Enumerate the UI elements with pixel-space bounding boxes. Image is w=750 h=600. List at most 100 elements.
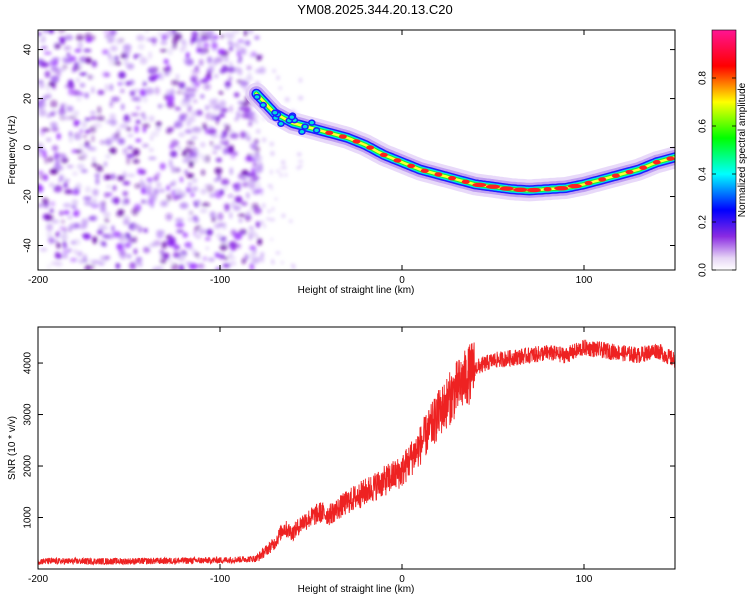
noise-speck [159,162,166,170]
noise-speck [88,74,92,80]
noise-speck [166,193,172,202]
noise-speck [252,162,259,167]
noise-speck [45,214,54,221]
noise-speck [174,218,184,222]
ridge-peak [448,175,457,181]
noise-speck [60,219,66,224]
noise-speck [188,182,192,187]
noise-speck [202,122,208,130]
colorbar-ticks: 0.0 0.2 0.4 0.6 0.8 [698,71,736,277]
noise-speck [232,42,240,47]
noise-speck [142,246,151,254]
noise-speck [253,207,262,215]
noise-speck [154,86,160,95]
noise-speck [121,81,125,85]
noise-speck [227,66,235,73]
noise-speck [251,172,256,177]
noise-speck [38,153,42,157]
noise-speck [225,86,230,91]
noise-speck [127,133,134,138]
noise-speck [256,54,262,61]
noise-speck [103,211,111,218]
noise-speck [232,183,238,188]
noise-speck [229,129,234,133]
noise-speck [38,145,43,153]
noise-speck [220,178,230,186]
noise-speck [205,30,215,36]
noise-speck [141,186,146,195]
ridge-peak [325,130,334,136]
noise-speck [256,182,261,190]
spectrogram-x-ticks: -200 -100 0 100 [28,30,593,286]
noise-speck [168,159,173,167]
noise-speck [70,240,76,245]
noise-speck [170,88,175,97]
noise-speck [148,51,152,60]
noise-speck [84,141,90,145]
noise-speck [153,174,159,182]
noise-speck-sparse [270,238,273,241]
noise-speck [52,57,60,61]
ridge-peak [639,165,648,170]
noise-speck [179,176,184,183]
noise-speck [178,115,187,122]
noise-speck-sparse [269,141,274,147]
noise-speck [161,241,167,249]
noise-speck [108,60,116,66]
noise-speck [89,215,98,222]
noise-speck [176,167,180,172]
noise-speck [80,149,86,155]
spectrogram-y-label: Frequency (Hz) [7,116,18,185]
noise-speck-sparse [299,164,303,168]
noise-speck [148,75,156,82]
noise-speck [123,116,132,124]
noise-speck-sparse [262,137,267,143]
noise-speck [83,200,93,206]
noise-speck [167,48,173,56]
noise-speck [238,218,243,223]
noise-speck [127,253,132,259]
ridge-fragment [301,123,309,130]
ridge-fragment [259,101,267,109]
noise-speck [196,199,201,206]
noise-speck [40,46,48,50]
noise-speck [84,185,91,194]
noise-speck [71,67,76,73]
noise-speck [229,212,233,219]
noise-speck-sparse [269,218,275,222]
noise-speck [172,252,181,259]
noise-speck [193,230,197,237]
x-tick-label: 0 [399,574,405,585]
noise-speck [248,111,256,116]
noise-speck [114,55,119,62]
noise-speck [229,144,234,152]
noise-speck [91,60,98,68]
noise-speck [249,142,256,149]
noise-speck [83,48,92,53]
noise-speck [239,79,247,88]
noise-speck [186,149,194,153]
colorbar-tick-label: 0.8 [698,71,709,85]
noise-speck [44,70,51,78]
noise-speck [199,30,207,34]
noise-speck [114,131,121,139]
y-tick-label: 3000 [23,403,34,426]
y-tick-label: 1000 [23,506,34,529]
noise-speck [182,232,189,238]
noise-speck [49,121,58,128]
noise-speck [103,161,108,167]
noise-speck [91,236,98,243]
noise-speck-sparse [256,160,262,164]
noise-speck [71,112,80,117]
ridge-peak [434,172,443,177]
noise-speck [122,49,131,55]
noise-speck [184,94,190,99]
noise-speck [56,242,61,249]
noise-speck [207,125,213,130]
noise-speck [244,76,254,81]
noise-speck-sparse [255,129,261,134]
noise-speck [203,83,211,91]
noise-speck [44,202,49,206]
noise-speck [126,127,132,132]
ridge-peak [420,168,429,174]
